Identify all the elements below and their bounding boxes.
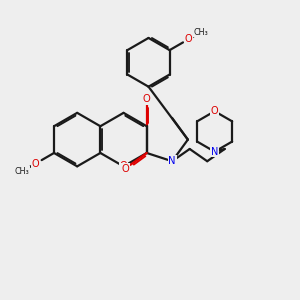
Text: O: O: [184, 34, 192, 44]
Text: O: O: [32, 159, 39, 169]
Text: O: O: [143, 94, 151, 104]
Text: O: O: [121, 164, 129, 174]
Text: CH₃: CH₃: [15, 167, 29, 176]
Text: N: N: [211, 147, 218, 157]
Text: CH₃: CH₃: [194, 28, 208, 37]
Text: O: O: [211, 106, 218, 116]
Text: N: N: [168, 156, 176, 166]
Text: O: O: [120, 161, 128, 171]
